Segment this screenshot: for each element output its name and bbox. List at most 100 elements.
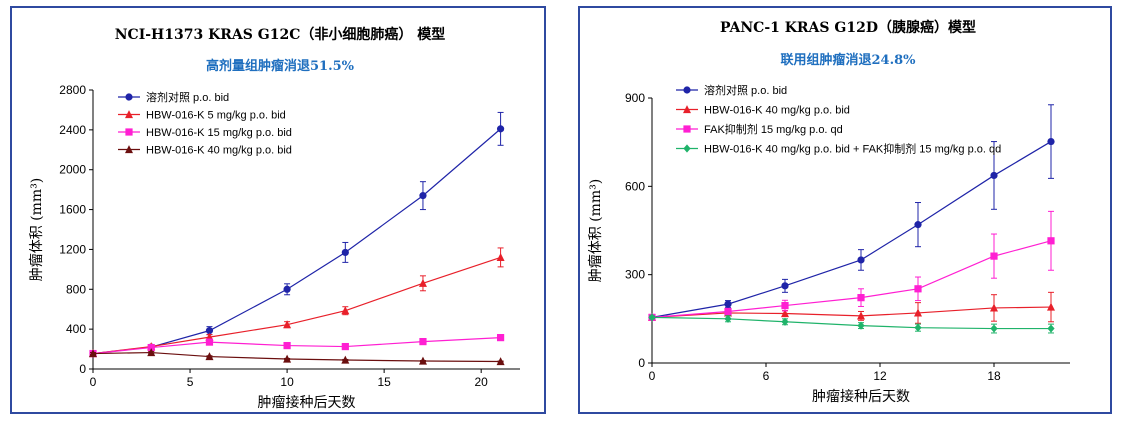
y-tick-label: 2800 <box>59 83 86 97</box>
y-tick-label: 1200 <box>59 242 86 256</box>
data-point <box>914 308 922 317</box>
y-tick-label: 0 <box>638 356 645 370</box>
data-point <box>496 125 505 133</box>
data-point <box>496 357 505 366</box>
legend-label: 溶剂对照 p.o. bid <box>704 83 787 97</box>
legend-label: HBW-016-K 15 mg/kg p.o. bid <box>146 127 292 139</box>
y-tick-label: 0 <box>79 362 86 376</box>
data-point <box>341 306 350 315</box>
x-tick-label: 12 <box>873 369 887 383</box>
legend-label: FAK抑制剂 15 mg/kg p.o. qd <box>704 122 843 136</box>
x-tick-label: 6 <box>763 369 770 383</box>
series-line <box>651 316 1051 330</box>
legend-entry-2: FAK抑制剂 15 mg/kg p.o. qd <box>676 122 843 136</box>
data-point <box>341 342 349 351</box>
x-tick-label: 5 <box>187 375 194 389</box>
data-point <box>341 355 350 364</box>
legend-entry-2: HBW-016-K 15 mg/kg p.o. bid <box>118 127 292 139</box>
data-point <box>419 192 427 200</box>
y-tick-label: 800 <box>66 282 86 296</box>
data-point <box>990 303 998 312</box>
data-point <box>496 334 505 342</box>
data-point <box>914 323 922 332</box>
legend-marker <box>683 125 691 133</box>
data-point <box>147 343 155 352</box>
y-tick-label: 300 <box>625 268 645 282</box>
legend-label: HBW-016-K 40 mg/kg p.o. bid + FAK抑制剂 15 … <box>704 142 1001 156</box>
data-point <box>990 171 998 180</box>
data-point <box>781 301 789 310</box>
data-point <box>781 282 789 290</box>
y-axis-label: 肿瘤体积 (mm³) <box>28 178 45 282</box>
legend-label: HBW-016-K 40 mg/kg p.o. bid <box>704 105 850 117</box>
data-point <box>283 354 292 363</box>
x-tick-label: 18 <box>987 369 1001 383</box>
legend-marker <box>125 110 133 119</box>
series-2 <box>648 210 1055 321</box>
x-tick-label: 15 <box>377 375 391 389</box>
data-point <box>781 317 789 326</box>
chart-panel-left: NCI-H1373 KRAS G12C（非小细胞肺癌） 模型 高剂量组肿瘤消退51… <box>10 6 546 414</box>
chart-title: NCI-H1373 KRAS G12C（非小细胞肺癌） 模型 <box>115 26 445 43</box>
legend-marker <box>683 144 691 153</box>
legend-entry-1: HBW-016-K 40 mg/kg p.o. bid <box>676 105 850 117</box>
data-point <box>1047 237 1055 245</box>
x-axis-label: 肿瘤接种后天数 <box>812 388 910 405</box>
data-point <box>857 294 865 302</box>
y-axis-label: 肿瘤体积 (mm³) <box>587 179 604 283</box>
series-3 <box>648 313 1055 334</box>
data-point <box>857 321 865 330</box>
data-point <box>914 221 922 229</box>
data-point <box>1047 302 1055 311</box>
data-point <box>914 285 922 293</box>
data-point <box>990 252 998 260</box>
legend-entry-0: 溶剂对照 p.o. bid <box>118 90 229 104</box>
legend-label: HBW-016-K 5 mg/kg p.o. bid <box>146 110 286 122</box>
legend-entry-3: HBW-016-K 40 mg/kg p.o. bid <box>118 145 292 157</box>
data-point <box>724 314 732 323</box>
data-point <box>1047 137 1055 146</box>
series-0 <box>648 104 1055 321</box>
y-tick-label: 900 <box>625 91 645 105</box>
chart-left: NCI-H1373 KRAS G12C（非小细胞肺癌） 模型高剂量组肿瘤消退51… <box>28 26 520 411</box>
data-point <box>89 349 97 358</box>
y-tick-label: 400 <box>66 322 86 336</box>
legend-marker <box>683 86 691 94</box>
series-line <box>651 141 1052 318</box>
chart-title: PANC-1 KRAS G12D（胰腺癌）模型 <box>720 19 976 36</box>
legend-marker <box>125 128 133 136</box>
data-point <box>341 248 349 257</box>
legend-entry-3: HBW-016-K 40 mg/kg p.o. bid + FAK抑制剂 15 … <box>676 142 1001 156</box>
data-point <box>724 307 732 316</box>
series-line <box>92 128 501 355</box>
x-tick-label: 10 <box>280 375 294 389</box>
series-3 <box>89 348 505 366</box>
legend-marker <box>125 145 133 154</box>
data-point <box>283 341 291 350</box>
data-point <box>205 327 214 335</box>
legend-marker <box>683 105 691 114</box>
series-line <box>651 240 1052 318</box>
series-line <box>92 256 501 355</box>
data-point <box>857 256 865 264</box>
data-point <box>496 253 505 261</box>
data-point <box>418 356 427 365</box>
data-point <box>205 352 214 361</box>
legend-label: 溶剂对照 p.o. bid <box>146 90 229 104</box>
y-tick-label: 1600 <box>59 203 86 217</box>
chart-subtitle: 高剂量组肿瘤消退51.5% <box>206 58 355 74</box>
data-point <box>781 309 789 318</box>
x-tick-label: 0 <box>649 369 656 383</box>
data-point <box>1047 324 1055 333</box>
data-point <box>205 338 214 346</box>
legend-entry-0: 溶剂对照 p.o. bid <box>676 83 787 97</box>
data-point <box>419 337 427 346</box>
data-point <box>724 300 732 308</box>
data-point <box>857 311 865 320</box>
data-point <box>418 278 427 287</box>
x-tick-label: 0 <box>90 375 97 389</box>
y-tick-label: 2400 <box>59 123 86 137</box>
legend-label: HBW-016-K 40 mg/kg p.o. bid <box>146 145 292 157</box>
y-tick-label: 2000 <box>59 163 86 177</box>
